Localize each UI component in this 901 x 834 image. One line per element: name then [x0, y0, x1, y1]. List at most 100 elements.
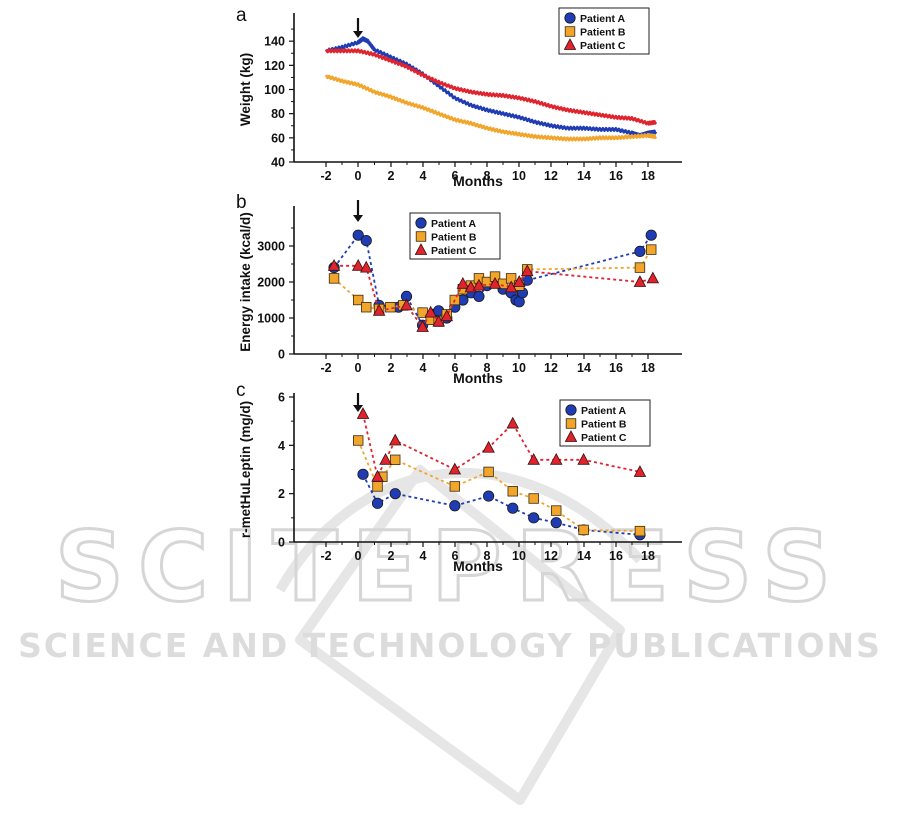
x-tick-label: 4 [420, 361, 427, 375]
watermark: SCITEPRESS SCIENCE AND TECHNOLOGY PUBLIC… [18, 465, 880, 805]
legend-marker [564, 430, 578, 442]
data-point [371, 497, 384, 509]
data-point [456, 276, 470, 289]
x-tick-label: 12 [544, 361, 558, 375]
y-tick-label: 100 [264, 83, 285, 97]
data-point [645, 229, 657, 241]
data-point [359, 260, 373, 273]
data-point [483, 490, 495, 502]
legend-marker [415, 231, 427, 242]
data-point [352, 294, 364, 306]
x-tick-label: 4 [420, 549, 427, 563]
data-point [472, 278, 486, 291]
series-line [333, 249, 652, 323]
x-axis-label: Months [453, 173, 503, 189]
x-tick-label: 8 [484, 549, 491, 563]
legend-marker [565, 404, 577, 416]
data-point [473, 290, 485, 302]
x-tick-label: 12 [544, 549, 558, 563]
y-tick-label: 4 [278, 439, 285, 453]
legend-label: Patient C [581, 432, 627, 444]
data-point [388, 433, 402, 446]
data-point [634, 525, 646, 537]
data-point [633, 465, 647, 477]
x-tick-label: 4 [420, 169, 427, 183]
x-tick-label: 6 [452, 361, 459, 375]
x-tick-label: 18 [641, 169, 655, 183]
x-tick-label: 14 [577, 169, 591, 183]
y-tick-label: 120 [264, 59, 285, 73]
y-tick-label: 40 [271, 156, 285, 170]
x-tick-label: 0 [355, 361, 362, 375]
series-patient-a [324, 36, 658, 138]
x-axis-label: Months [453, 558, 503, 574]
watermark-title: SCITEPRESS [55, 511, 845, 623]
x-tick-label: 2 [388, 549, 395, 563]
chart-panel-c: c-2 0 2 4 6 8 10 12 14 16 180246Monthsr-metHuLepti… [236, 380, 682, 574]
y-tick-label: 0 [278, 536, 285, 550]
x-tick-label: 10 [512, 361, 526, 375]
series-line [324, 74, 658, 142]
x-tick-label: 8 [484, 169, 491, 183]
x-tick-label: 16 [609, 169, 623, 183]
y-tick-label: 6 [278, 391, 285, 405]
data-point [440, 309, 454, 322]
data-point [371, 469, 384, 482]
x-axis-label: Months [453, 370, 503, 386]
x-tick-label: -2 [320, 549, 331, 563]
x-tick-label: 14 [577, 549, 591, 563]
series-line [362, 473, 641, 536]
y-tick-label: 60 [271, 131, 285, 145]
legend-marker [563, 38, 577, 50]
data-point [389, 488, 401, 500]
series-line [324, 48, 658, 126]
y-tick-label: 0 [278, 348, 285, 362]
y-axis-label: r-metHuLeptin (mg/d) [238, 401, 253, 538]
legend-marker [415, 217, 427, 229]
data-point [449, 500, 461, 512]
data-point [481, 276, 493, 288]
legend-label: Patient B [431, 232, 477, 244]
y-tick-label: 1000 [257, 312, 285, 326]
panel-letter: a [236, 5, 247, 26]
series-line [324, 36, 658, 138]
panel-letter: c [236, 380, 246, 401]
y-tick-label: 2000 [257, 276, 285, 290]
data-point [577, 452, 590, 465]
data-point [352, 229, 364, 241]
x-tick-label: 0 [355, 169, 362, 183]
data-point [512, 275, 526, 287]
data-point [400, 298, 413, 311]
legend-label: Patient A [581, 405, 627, 417]
legend-label: Patient B [581, 419, 627, 431]
data-point [507, 502, 519, 514]
y-axis-label: Weight (kg) [238, 53, 253, 126]
y-tick-label: 3000 [257, 240, 285, 254]
x-tick-label: 18 [641, 549, 655, 563]
data-point [483, 466, 494, 478]
data-point [360, 235, 372, 247]
x-tick-label: 10 [512, 549, 526, 563]
data-point [424, 305, 437, 318]
data-point [482, 440, 495, 453]
series-patient-c [327, 258, 660, 332]
data-point [379, 452, 392, 465]
data-point [488, 276, 502, 289]
legend-marker [564, 26, 576, 37]
x-tick-label: 6 [452, 169, 459, 183]
data-point [390, 454, 401, 466]
data-point [448, 462, 462, 475]
x-tick-label: 14 [577, 361, 591, 375]
data-point [550, 517, 562, 529]
x-tick-label: 16 [609, 361, 623, 375]
data-point [328, 273, 340, 284]
chart-panels: a-2 0 2 4 6 8 10 12 14 16 18406080100120140MonthsW… [236, 5, 682, 574]
arrow-head [353, 31, 363, 38]
legend-label: Patient A [580, 13, 626, 25]
data-point [327, 258, 341, 271]
data-point [634, 245, 646, 257]
